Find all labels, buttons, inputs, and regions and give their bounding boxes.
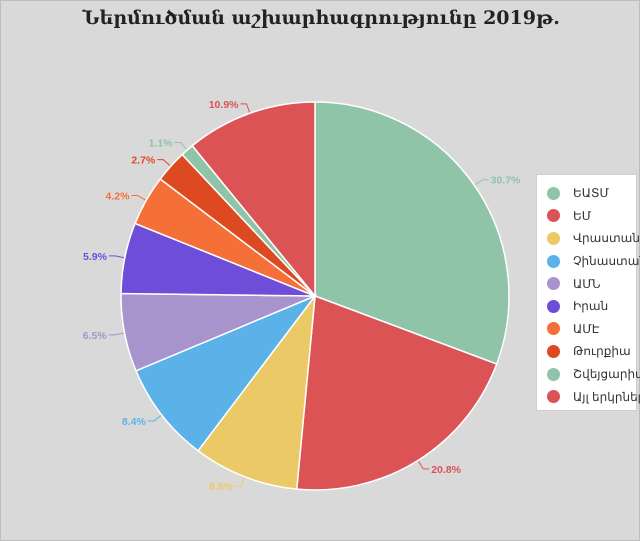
- legend-swatch: [547, 367, 560, 381]
- legend-item-4: ԱՄՆ: [547, 272, 636, 295]
- legend-label: Վրաստան: [573, 231, 640, 246]
- legend-label: Իրան: [573, 299, 609, 314]
- leader-line-7: [157, 159, 171, 167]
- legend-label: Թուրքիա: [573, 344, 631, 359]
- legend-swatch: [547, 254, 560, 268]
- legend-label: ԱՄՆ: [573, 276, 601, 291]
- legend-label: Շվեյցարիա: [573, 367, 640, 382]
- legend-item-1: ԵՄ: [547, 205, 636, 228]
- legend-label: Չինաստան: [573, 254, 640, 269]
- data-label-3: 8.4%: [122, 416, 147, 428]
- pie-slice-2: [196, 293, 316, 490]
- legend-label: ԱՄԷ: [573, 321, 600, 336]
- legend-label: Այլ երկրներ: [573, 389, 640, 404]
- leader-line-4: [108, 332, 124, 336]
- legend-label: ԵՄ: [573, 208, 592, 223]
- data-label-2: 8.8%: [209, 481, 234, 493]
- legend-swatch: [547, 231, 560, 245]
- legend-item-3: Չինաստան: [547, 250, 640, 273]
- pie-slice-0: [314, 101, 510, 365]
- legend: ԵԱՏՄ ԵՄ Վրաստան Չինաստան ԱՄՆ Իրան ԱՄԷ Թուրքիա Շվ…: [536, 174, 640, 411]
- data-label-1: 20.8%: [431, 464, 461, 476]
- pie-slice-1: [295, 294, 498, 491]
- leader-line-0: [474, 179, 489, 186]
- leader-line-2: [235, 477, 245, 487]
- data-label-9: 10.9%: [209, 99, 239, 111]
- legend-swatch: [547, 277, 560, 291]
- legend-item-0: ԵԱՏՄ: [547, 182, 636, 205]
- data-label-4: 6.5%: [83, 330, 108, 342]
- legend-item-5: Իրան: [547, 295, 636, 318]
- data-label-7: 2.7%: [131, 155, 156, 167]
- pie-slice-3: [135, 294, 318, 452]
- legend-swatch: [547, 209, 560, 223]
- legend-swatch: [547, 344, 560, 358]
- leader-line-9: [240, 103, 250, 113]
- legend-item-7: Թուրքիա: [547, 340, 636, 363]
- legend-swatch: [547, 390, 560, 404]
- legend-swatch: [547, 186, 560, 200]
- data-label-0: 30.7%: [491, 175, 521, 187]
- leader-line-1: [418, 461, 430, 470]
- leader-line-8: [174, 142, 187, 150]
- legend-item-9: Այլ երկրներ: [547, 385, 640, 408]
- legend-swatch: [547, 322, 560, 336]
- chart-title: Ներմուծման աշխարհագրությունը 2019թ.: [82, 7, 560, 29]
- leader-line-3: [147, 415, 162, 422]
- legend-label: ԵԱՏՄ: [573, 186, 609, 201]
- data-label-8: 1.1%: [149, 138, 174, 150]
- legend-item-2: Վրաստան: [547, 227, 640, 250]
- legend-swatch: [547, 299, 560, 313]
- data-label-5: 5.9%: [83, 251, 108, 263]
- data-label-6: 4.2%: [106, 190, 131, 202]
- legend-item-8: Շվեյցարիա: [547, 363, 640, 386]
- leader-line-5: [108, 255, 124, 259]
- legend-item-6: ԱՄԷ: [547, 318, 636, 341]
- leader-line-6: [131, 194, 146, 201]
- pie-slice-9: [191, 101, 316, 299]
